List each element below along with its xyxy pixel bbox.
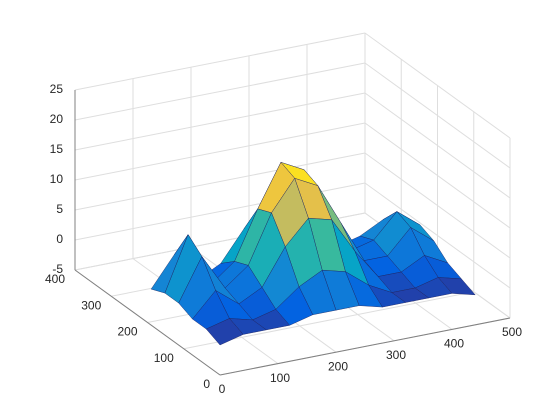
grid-line — [364, 92, 511, 199]
x-tick-label: 0 — [219, 382, 226, 396]
x-tick-label: 300 — [386, 348, 406, 362]
grid-line — [74, 62, 366, 121]
z-tick-label: -5 — [52, 262, 63, 276]
grid-line — [364, 122, 511, 229]
grid-line — [364, 182, 511, 289]
grid-line — [74, 32, 366, 91]
grid-line — [74, 92, 366, 151]
z-tick-label: 0 — [56, 232, 63, 246]
x-tick-label: 200 — [328, 359, 348, 373]
x-tick-label: 100 — [270, 371, 290, 385]
grid-line — [364, 62, 511, 169]
z-tick-label: 5 — [56, 202, 63, 216]
grid-line — [364, 32, 511, 139]
y-tick-label: 100 — [154, 351, 174, 365]
y-tick-label: 0 — [203, 377, 210, 391]
x-axis — [219, 317, 511, 376]
z-tick-label: 15 — [50, 142, 64, 156]
y-axis — [74, 269, 221, 376]
y-tick-label: 300 — [81, 298, 101, 312]
z-tick-label: 25 — [50, 82, 64, 96]
z-tick-label: 10 — [50, 172, 64, 186]
y-tick-label: 200 — [117, 325, 137, 339]
grid-line — [74, 122, 366, 181]
grid-line — [74, 152, 366, 211]
x-tick-label: 500 — [502, 325, 522, 339]
z-tick-label: 20 — [50, 112, 64, 126]
surface-patch — [206, 318, 244, 346]
y-tick-label: 400 — [45, 272, 65, 286]
x-tick-label: 400 — [444, 337, 464, 351]
grid-line — [364, 152, 511, 259]
